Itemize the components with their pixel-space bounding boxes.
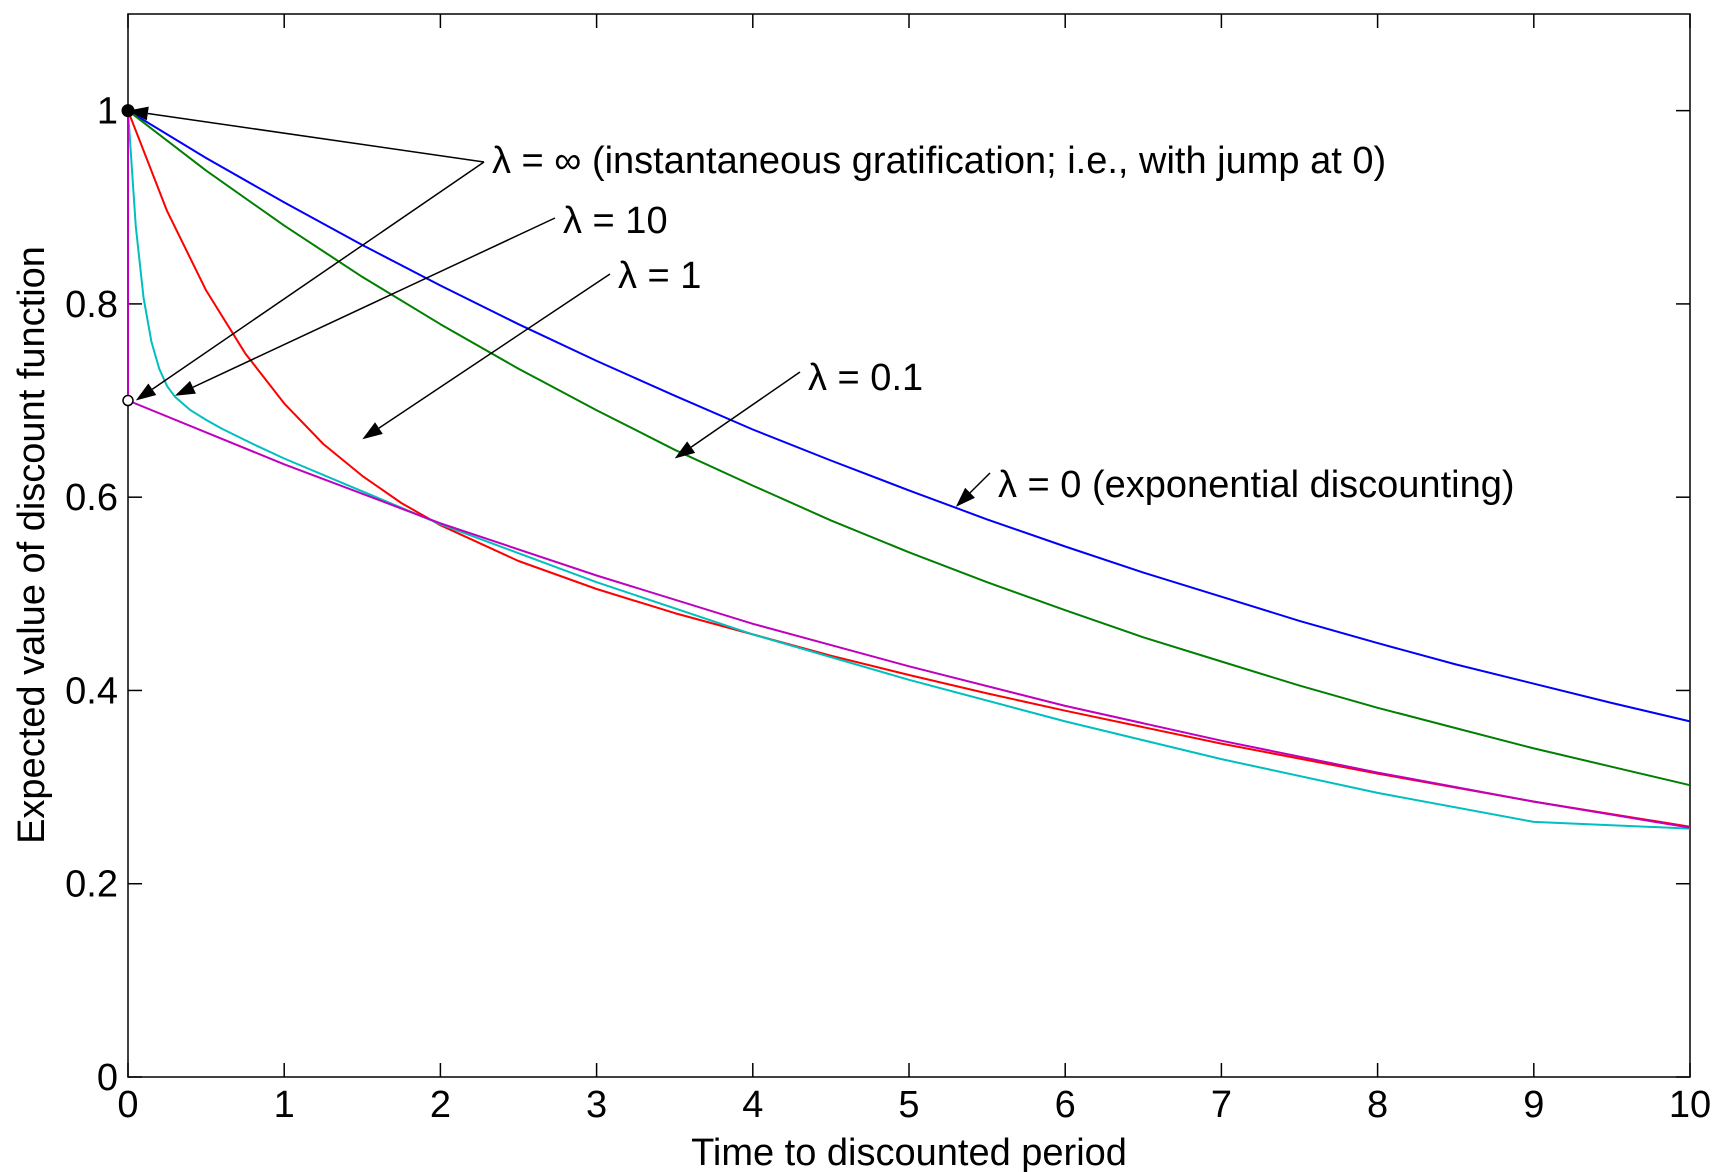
annotation-lambda-infinity: λ = ∞ (instantaneous gratification; i.e.…: [492, 140, 1386, 182]
y-tick-label: 0.2: [65, 864, 118, 906]
y-tick-label: 1: [97, 91, 118, 133]
annotation-lambda-0-1: λ = 0.1: [808, 357, 923, 399]
x-tick-label: 9: [1523, 1084, 1544, 1126]
series-line-lambda-0: [127, 109, 1691, 723]
series-line-lambda-10: [127, 110, 1691, 830]
annotation-arrow-line: [147, 112, 485, 163]
x-tick-label: 1: [274, 1084, 295, 1126]
annotation-arrow-line: [969, 472, 991, 494]
x-tick-label: 6: [1055, 1084, 1076, 1126]
y-tick-label: 0.4: [65, 670, 118, 712]
x-tick-label: 0: [117, 1084, 138, 1126]
annotation-lambda-0: λ = 0 (exponential discounting): [998, 464, 1515, 506]
x-axis-label: Time to discounted period: [691, 1132, 1127, 1172]
x-tick-labels: 0 1 2 3 4 5 6 7 8 9 10: [117, 1084, 1711, 1126]
x-tick-label: 10: [1669, 1084, 1711, 1126]
annotation-arrow-head: [135, 383, 157, 401]
y-axis-label: Expected value of discount function: [11, 246, 53, 844]
x-tick-label: 8: [1367, 1084, 1388, 1126]
y-tick-label: 0.6: [65, 477, 118, 519]
annotation-lambda-10: λ = 10: [563, 200, 668, 242]
annotation-arrow-head: [174, 380, 196, 396]
series-line-lambda-∞: [127, 110, 1691, 829]
annotation-arrow-line: [690, 371, 801, 448]
y-tick-labels: 0 0.2 0.4 0.6 0.8 1: [65, 91, 118, 1099]
x-tick-label: 3: [586, 1084, 607, 1126]
axis-ticks: [127, 14, 1691, 1078]
annotation-arrow-head: [362, 422, 383, 440]
annotation-arrow-line: [151, 161, 485, 390]
y-tick-label: 0.8: [65, 284, 118, 326]
filled-marker: [121, 104, 135, 118]
annotation-lambda-1: λ = 1: [618, 255, 701, 297]
annotation-arrow-head: [955, 487, 975, 507]
x-tick-label: 4: [742, 1084, 763, 1126]
x-tick-label: 2: [430, 1084, 451, 1126]
annotation-arrow-line: [192, 217, 556, 388]
series-line-lambda-0.1: [127, 109, 1691, 787]
series-lines: [127, 109, 1691, 830]
x-tick-label: 5: [898, 1084, 919, 1126]
annotation-arrow-head: [674, 441, 696, 459]
annotation-arrow-line: [378, 273, 611, 429]
series-line-lambda-1: [127, 110, 1691, 828]
x-tick-label: 7: [1211, 1084, 1232, 1126]
point-markers: [121, 104, 135, 407]
y-tick-label: 0: [97, 1057, 118, 1099]
annotation-arrows: [128, 106, 991, 507]
open-marker: [122, 394, 134, 407]
